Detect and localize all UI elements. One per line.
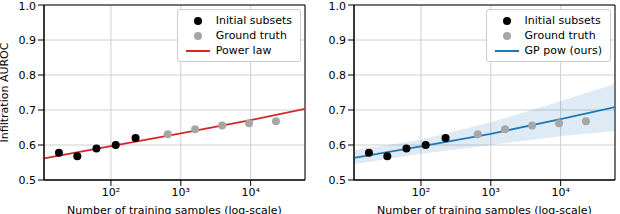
html-text:Initial subsets: Initial subsets xyxy=(524,14,601,27)
svg-text:10⁴: 10⁴ xyxy=(551,186,570,199)
svg-text:0.8: 0.8 xyxy=(329,69,347,82)
svg-text:Infiltration AUROC: Infiltration AUROC xyxy=(8,42,11,142)
svg-text:0.5: 0.5 xyxy=(329,174,347,187)
svg-text:0.7: 0.7 xyxy=(19,104,37,117)
svg-text:10⁴: 10⁴ xyxy=(241,186,260,199)
svg-text:0.6: 0.6 xyxy=(19,139,37,152)
svg-text:0.8: 0.8 xyxy=(19,69,37,82)
svg-text:0.7: 0.7 xyxy=(329,104,347,117)
svg-text:10³: 10³ xyxy=(482,186,500,199)
svg-text:0.6: 0.6 xyxy=(329,139,347,152)
svg-text:0.5: 0.5 xyxy=(19,174,37,187)
svg-text:0.9: 0.9 xyxy=(329,34,347,47)
svg-text:1.0: 1.0 xyxy=(329,0,347,13)
html-text:Ground truth: Ground truth xyxy=(524,29,596,42)
svg-text:Number of training samples (lo: Number of training samples (log-scale) xyxy=(377,204,592,214)
html-text:Initial subsets: Initial subsets xyxy=(215,14,292,27)
svg-text:10²: 10² xyxy=(102,186,120,199)
html-text:GP pow (ours): GP pow (ours) xyxy=(524,44,602,57)
html-text:Ground truth: Ground truth xyxy=(215,29,287,42)
svg-text:10³: 10³ xyxy=(172,186,190,199)
svg-text:0.9: 0.9 xyxy=(19,34,37,47)
html-text:Power law: Power law xyxy=(215,44,272,57)
svg-text:10²: 10² xyxy=(412,186,430,199)
svg-text:1.0: 1.0 xyxy=(19,0,37,13)
svg-text:Number of training samples (lo: Number of training samples (log-scale) xyxy=(67,204,282,214)
